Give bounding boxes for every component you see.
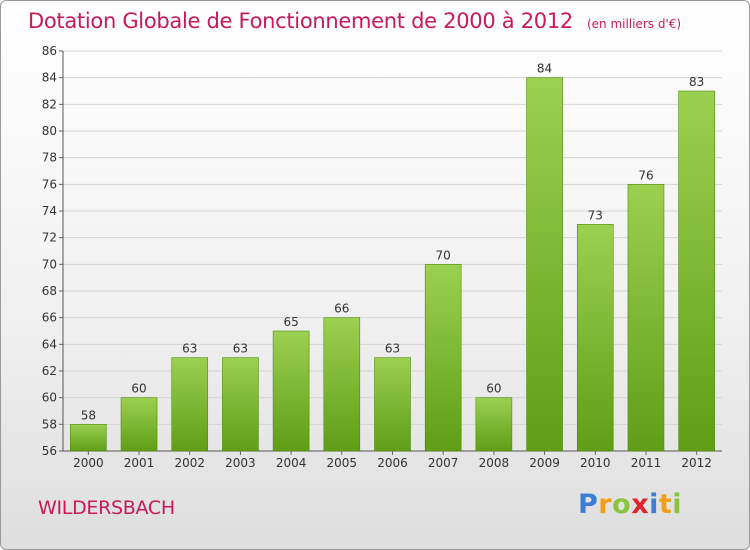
x-tick-label: 2009 <box>529 456 560 470</box>
bar-value-label: 83 <box>689 75 704 89</box>
bar <box>70 424 107 452</box>
bar <box>627 184 665 452</box>
chart-title: Dotation Globale de Fonctionnement de 20… <box>28 9 681 33</box>
x-tick-label: 2006 <box>377 456 408 470</box>
logo-letter: t <box>658 489 673 520</box>
bar-value-label: 63 <box>385 342 400 356</box>
y-tick-label: 56 <box>42 444 57 458</box>
place-name: WILDERSBACH <box>38 497 175 519</box>
x-tick-label: 2000 <box>73 456 104 470</box>
bar <box>171 357 209 452</box>
x-tick-label: 2001 <box>124 456 155 470</box>
bar-value-label: 60 <box>131 382 146 396</box>
y-tick-label: 66 <box>42 311 57 325</box>
bar-value-label: 73 <box>588 208 603 222</box>
bar <box>374 357 411 452</box>
bar <box>120 397 158 452</box>
bar-value-label: 58 <box>81 408 96 422</box>
bar-value-label: 84 <box>537 62 552 76</box>
y-tick-label: 86 <box>42 44 57 58</box>
x-tick-label: 2003 <box>225 456 256 470</box>
y-tick-label: 78 <box>42 151 57 165</box>
x-tick-label: 2007 <box>428 456 459 470</box>
bar <box>272 330 310 452</box>
labels: 56 58 60 62 64 66 68 70 72 74 76 78 80 82 84 86 58 2000 60… <box>42 44 712 470</box>
y-tick-label: 64 <box>42 337 57 351</box>
logo-letter: r <box>598 489 613 520</box>
logo-letter: x <box>631 489 650 520</box>
bar <box>526 77 563 452</box>
y-tick-label: 76 <box>42 177 57 191</box>
bar <box>323 317 361 452</box>
x-tick-label: 2005 <box>327 456 358 470</box>
y-tick-label: 74 <box>42 204 57 218</box>
bars <box>70 77 715 452</box>
x-tick-label: 2012 <box>681 456 712 470</box>
bar-value-label: 66 <box>334 302 349 316</box>
bar <box>576 224 614 452</box>
bar-value-label: 60 <box>486 382 501 396</box>
bar <box>424 264 462 452</box>
chart-unit: (en milliers d'€) <box>586 17 682 31</box>
x-tick-label: 2008 <box>479 456 510 470</box>
x-tick-label: 2002 <box>174 456 205 470</box>
y-tick-label: 70 <box>42 257 57 271</box>
logo-letter: o <box>612 489 632 520</box>
y-tick-label: 60 <box>42 391 57 405</box>
chart-title-text: Dotation Globale de Fonctionnement de 20… <box>28 9 573 33</box>
y-tick-label: 84 <box>42 71 57 85</box>
y-tick-label: 72 <box>42 231 57 245</box>
bar-value-label: 63 <box>233 342 248 356</box>
y-tick-label: 80 <box>42 124 57 138</box>
bar <box>222 357 259 452</box>
bar-value-label: 63 <box>182 342 197 356</box>
bar-value-label: 65 <box>283 315 298 329</box>
bar-value-label: 70 <box>436 248 451 262</box>
y-tick-label: 68 <box>42 284 57 298</box>
logo-letter: i <box>649 489 659 520</box>
y-tick-label: 62 <box>42 364 57 378</box>
x-tick-label: 2010 <box>580 456 611 470</box>
bar-value-label: 76 <box>638 168 653 182</box>
x-tick-label: 2004 <box>276 456 307 470</box>
proxiti-logo[interactable]: Proxiti <box>578 489 682 520</box>
bar <box>678 90 715 452</box>
bar <box>475 397 513 452</box>
logo-letter: P <box>578 489 599 520</box>
y-tick-label: 82 <box>42 97 57 111</box>
y-tick-label: 58 <box>42 417 57 431</box>
x-tick-label: 2011 <box>631 456 662 470</box>
logo-letter: i <box>672 489 683 520</box>
